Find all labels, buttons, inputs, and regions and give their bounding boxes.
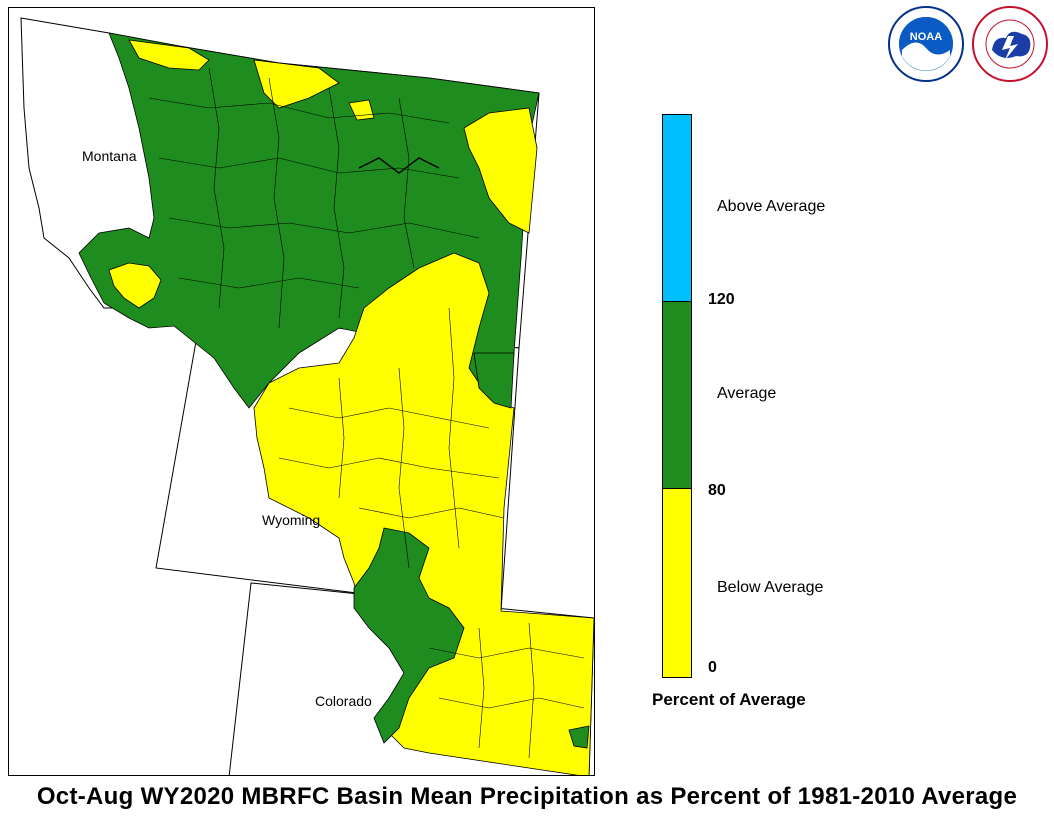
- legend-tick-middle: 80: [708, 482, 726, 499]
- legend-label-above-average: Above Average: [717, 198, 826, 215]
- page-title: Oct-Aug WY2020 MBRFC Basin Mean Precipit…: [36, 783, 1018, 810]
- legend-label-below-average: Below Average: [717, 579, 824, 596]
- basins-average-patch-east: [473, 352, 515, 409]
- legend-tick-lower: 0: [708, 659, 717, 676]
- state-label-wyoming: Wyoming: [262, 512, 321, 528]
- basins-below-average-patch-ne: [463, 107, 538, 234]
- basins-below-average-patch-north: [128, 39, 210, 71]
- legend-tick-upper: 120: [708, 291, 735, 308]
- svg-text:NOAA: NOAA: [910, 31, 942, 43]
- legend-swatch-above-average: [662, 114, 692, 302]
- noaa-logo: NOAA: [888, 6, 964, 82]
- legend-swatch-below-average: [662, 488, 692, 678]
- legend-label-average: Average: [717, 385, 777, 402]
- basins-average-patch-colorado: [568, 725, 590, 749]
- state-label-colorado: Colorado: [315, 693, 372, 709]
- legend-title: Percent of Average: [652, 690, 806, 709]
- basin-map: [20, 17, 594, 775]
- map-panel: Montana Wyoming Colorado: [8, 7, 595, 776]
- basin-boundaries: [148, 67, 585, 759]
- national-weather-service-logo: [972, 6, 1048, 82]
- state-label-montana: Montana: [82, 148, 137, 164]
- basins-below-average-patch-west: [108, 262, 162, 309]
- basins-average-patch-south: [353, 527, 465, 744]
- basins-below-average-patch-north-2: [253, 59, 340, 109]
- legend-swatch-average: [662, 301, 692, 489]
